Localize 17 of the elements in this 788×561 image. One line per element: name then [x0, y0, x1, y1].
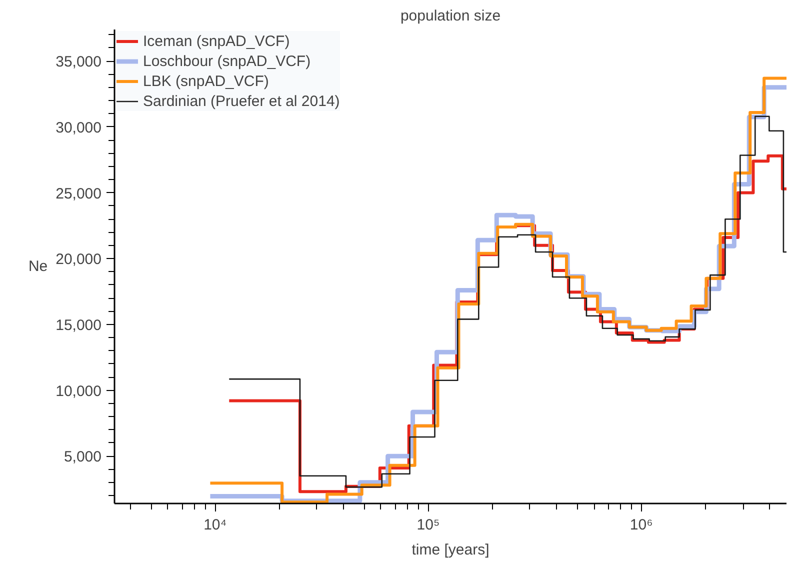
y-tick-label: 10,000	[56, 382, 102, 400]
x-tick-label: 10⁶	[630, 516, 653, 534]
y-tick-label: 20,000	[56, 251, 102, 268]
y-tick-label: 25,000	[56, 185, 102, 202]
x-axis-title: time [years]	[412, 542, 490, 558]
legend-label: LBK (snpAD_VCF)	[143, 72, 269, 90]
legend-label: Sardinian (Pruefer et al 2014)	[143, 92, 340, 110]
legend-label: Iceman (snpAD_VCF)	[143, 32, 290, 50]
x-tick-label: 10⁵	[416, 516, 440, 534]
y-tick-label: 5,000	[64, 448, 102, 466]
chart-title: population size	[400, 8, 501, 24]
y-tick-label: 30,000	[56, 119, 102, 136]
x-tick-label: 10⁴	[204, 516, 227, 534]
y-axis-title: Ne	[28, 258, 48, 275]
y-tick-label: 15,000	[56, 316, 102, 334]
legend-label: Loschbour (snpAD_VCF)	[143, 52, 311, 70]
y-tick-label: 35,000	[56, 54, 102, 71]
